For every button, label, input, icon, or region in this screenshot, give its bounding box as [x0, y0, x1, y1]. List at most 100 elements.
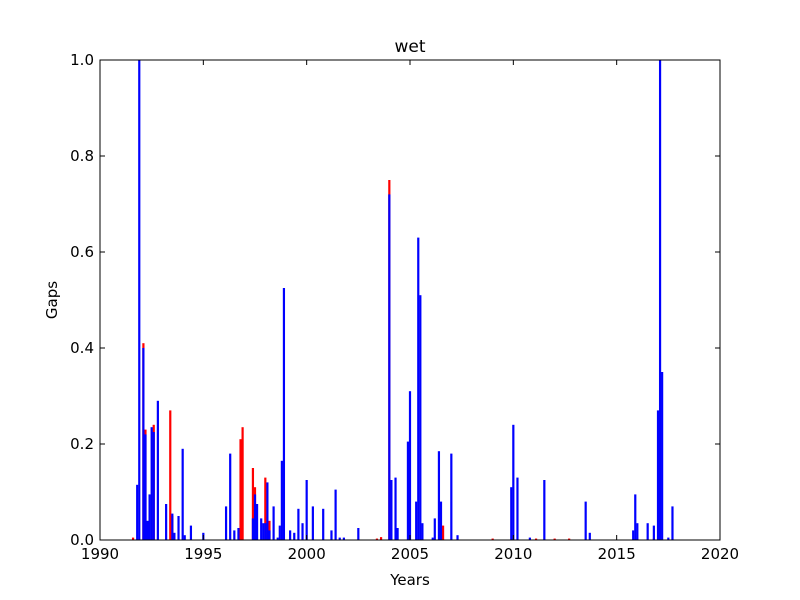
x-axis-label: Years — [389, 571, 430, 589]
bar-blue-5 — [148, 494, 151, 540]
bar-blue-10 — [171, 513, 174, 540]
bar-blue-39 — [311, 506, 314, 540]
bar-blue-69 — [632, 530, 635, 540]
y-tick-label-0: 0.0 — [70, 531, 94, 549]
bar-blue-20 — [237, 528, 240, 540]
bar-blue-6 — [150, 427, 153, 540]
bar-blue-72 — [646, 523, 649, 540]
bar-blue-57 — [433, 518, 436, 540]
bar-blue-35 — [293, 532, 296, 540]
bar-blue-74 — [656, 410, 660, 540]
x-tick-label-4: 2010 — [494, 545, 532, 563]
y-axis-label: Gaps — [43, 281, 61, 319]
bar-blue-9 — [165, 504, 168, 540]
bar-red-12 — [375, 538, 379, 540]
bar-blue-2 — [142, 348, 145, 540]
bar-blue-61 — [456, 535, 459, 540]
bar-blue-50 — [406, 441, 410, 540]
x-tick-label-2: 2000 — [288, 545, 326, 563]
bar-blue-56 — [431, 537, 434, 540]
bar-blue-13 — [181, 448, 184, 540]
bar-blue-14 — [183, 535, 186, 540]
bar-blue-58 — [437, 451, 441, 540]
bar-blue-45 — [357, 528, 360, 540]
x-tick-label-5: 2015 — [598, 545, 636, 563]
bar-blue-48 — [394, 477, 397, 540]
ticks-group: 1990 1995 2000 2005 2010 2015 2020 0.0 0.2 0.4 0.6… — [70, 51, 739, 563]
bar-blue-26 — [264, 523, 267, 540]
bar-red-4 — [169, 410, 172, 540]
bar-blue-19 — [233, 530, 236, 540]
y-tick-label-5: 1.0 — [70, 51, 94, 69]
bar-red-6 — [239, 439, 242, 540]
bar-blue-59 — [439, 501, 443, 540]
bar-blue-28 — [268, 530, 271, 540]
bar-blue-36 — [297, 508, 300, 540]
bar-blue-29 — [272, 506, 275, 540]
bar-blue-18 — [229, 453, 232, 540]
bar-blue-25 — [262, 523, 265, 540]
bar-blue-38 — [305, 480, 308, 540]
bar-blue-33 — [282, 288, 286, 540]
bar-red-10 — [264, 477, 267, 540]
bar-red-19 — [568, 538, 571, 540]
bar-blue-21 — [251, 518, 255, 540]
bar-blue-64 — [516, 477, 519, 540]
bar-blue-68 — [588, 532, 591, 540]
bar-blue-32 — [280, 460, 283, 540]
bar-blue-1 — [138, 60, 141, 540]
bar-red-16 — [491, 538, 494, 540]
bar-blue-3 — [144, 434, 147, 540]
bar-blue-0 — [136, 484, 139, 540]
bar-blue-11 — [173, 532, 176, 540]
bar-blue-71 — [636, 523, 639, 540]
bar-blue-52 — [415, 501, 418, 540]
bar-blue-49 — [396, 528, 399, 540]
bar-red-8 — [251, 468, 255, 540]
bar-red-13 — [379, 537, 383, 540]
bar-blue-73 — [652, 525, 655, 540]
bar-blue-41 — [330, 530, 333, 540]
bar-blue-42 — [334, 489, 337, 540]
y-tick-label-1: 0.2 — [70, 435, 94, 453]
bar-blue-27 — [266, 482, 269, 540]
bar-blue-44 — [342, 537, 345, 540]
y-tick-label-4: 0.8 — [70, 147, 94, 165]
bar-blue-4 — [146, 520, 149, 540]
x-tick-label-1: 1995 — [184, 545, 222, 563]
bar-blue-51 — [408, 391, 412, 540]
x-tick-label-3: 2005 — [391, 545, 429, 563]
bar-red-17 — [534, 538, 538, 540]
bar-blue-63 — [512, 424, 515, 540]
x-tick-label-6: 2020 — [701, 545, 739, 563]
bar-blue-55 — [421, 523, 424, 540]
bar-blue-53 — [417, 237, 420, 540]
bar-blue-66 — [543, 480, 546, 540]
bar-blue-31 — [278, 525, 281, 540]
bar-blue-8 — [156, 400, 159, 540]
bar-blue-77 — [667, 537, 670, 540]
bar-blue-67 — [584, 501, 587, 540]
bar-blue-60 — [450, 453, 453, 540]
bar-blue-24 — [260, 518, 263, 540]
bar-blue-37 — [301, 523, 304, 540]
bar-blue-47 — [390, 480, 393, 540]
bar-red-15 — [441, 525, 445, 540]
bar-blue-62 — [510, 487, 513, 540]
bar-blue-7 — [152, 432, 155, 540]
bar-blue-76 — [661, 372, 664, 540]
bar-red-0 — [131, 537, 135, 540]
y-tick-label-2: 0.4 — [70, 339, 94, 357]
bar-blue-40 — [322, 508, 325, 540]
bar-blue-30 — [276, 537, 279, 540]
bar-blue-78 — [671, 506, 674, 540]
bar-blue-43 — [338, 537, 341, 540]
bar-blue-12 — [177, 516, 180, 540]
bar-blue-65 — [528, 537, 531, 540]
bar-blue-22 — [253, 494, 257, 540]
chart-title: wet — [394, 37, 425, 57]
bar-red-18 — [553, 538, 556, 540]
bar-blue-17 — [224, 506, 228, 540]
bar-blue-34 — [289, 530, 292, 540]
bar-blue-23 — [255, 504, 259, 540]
